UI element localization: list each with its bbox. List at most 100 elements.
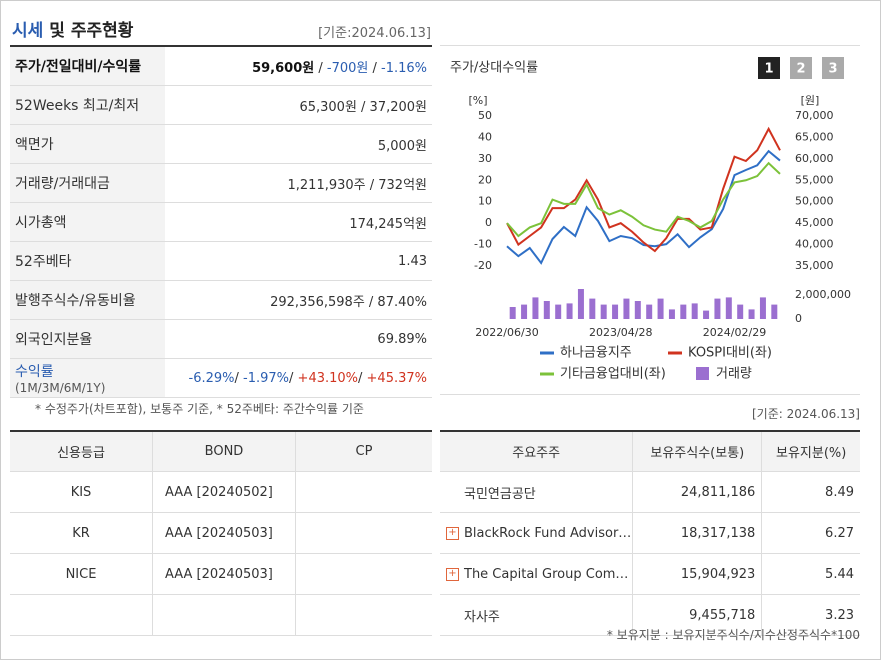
chart: 주가/상대수익률 [%] [원] 1 2 3 50 40 30 20 10 0 -10 -20 70,… — [450, 57, 851, 382]
y-tick-label: 30 — [478, 152, 492, 165]
value: -1.16% — [381, 60, 427, 76]
value: / — [314, 60, 327, 76]
volume-bar — [623, 298, 630, 319]
title-rest: 및 주주현황 — [49, 21, 134, 41]
holder-name: 국민연금공단 — [440, 471, 634, 513]
name: The Capital Group Com… — [464, 566, 629, 582]
volume-bar — [680, 304, 687, 319]
label-cell: 수익률 (1M/3M/6M/1Y) — [10, 358, 165, 398]
expand-icon[interactable]: + — [446, 567, 459, 581]
y-tick-label: 0 — [485, 216, 492, 229]
label-cell: 주가/전일대비/수익률 — [10, 46, 165, 86]
legend-label: 기타금융업대비(좌) — [560, 367, 666, 382]
volume-bar — [714, 298, 721, 319]
holder-table: 주요주주 보유주식수(보통) 보유지분(%) 국민연금공단 24,811,186 8.4… — [440, 430, 860, 636]
y-tick-label: -20 — [474, 259, 492, 272]
header-cell: 신용등급 — [10, 431, 153, 472]
page-button[interactable] — [758, 57, 780, 79]
label: 52주베타 — [15, 254, 72, 270]
label-note: (1M/3M/6M/1Y) — [15, 381, 106, 395]
value: +45.37% — [366, 370, 427, 386]
value-cell: 5,000원 — [165, 124, 432, 164]
y-tick-label: 50 — [478, 109, 492, 122]
volume-bar — [759, 297, 766, 319]
expand-icon[interactable]: + — [446, 526, 459, 540]
row: 거래량/거래대금 1,211,930주 / 732억원 — [10, 163, 432, 203]
value: / — [234, 370, 244, 386]
empty-cell — [152, 594, 296, 636]
header-cell: 보유주식수(보통) — [632, 431, 763, 472]
volume-bar — [600, 304, 607, 319]
row: 자사주 9,455,718 3.23 — [440, 594, 860, 636]
y-axis-label: [%] — [468, 94, 487, 107]
row: 52Weeks 최고/최저 65,300원 / 37,200원 — [10, 85, 432, 125]
value-cell: 65,300원 / 37,200원 — [165, 85, 432, 125]
value: +43.10% — [297, 370, 359, 386]
volume-bar — [657, 298, 664, 319]
volume-bar — [589, 298, 596, 319]
agency: NICE — [10, 553, 153, 595]
y2-tick-label: 70,000 — [795, 109, 834, 122]
row: 시가총액 174,245억원 — [10, 202, 432, 242]
row: NICE AAA [20240503] — [10, 553, 432, 595]
label: 주가/전일대비/수익률 — [15, 59, 142, 75]
label-cell: 거래량/거래대금 — [10, 163, 165, 203]
agency: KIS — [10, 471, 153, 513]
footnote: * 수정주가(차트포함), 보통주 기준, * 52주베타: 주간수익률 기준 — [35, 402, 364, 416]
header-cell: CP — [295, 431, 432, 472]
value: / — [358, 370, 367, 386]
value-cell: 69.89% — [165, 319, 432, 359]
label: 거래량/거래대금 — [15, 176, 110, 192]
y-tick-label: 20 — [478, 173, 492, 186]
x-tick-label: 2024/02/29 — [703, 326, 766, 339]
y2-tick-label: 65,000 — [795, 130, 834, 143]
bond-rating: AAA [20240503] — [152, 553, 296, 595]
row: KIS AAA [20240502] — [10, 471, 432, 513]
page-button-label[interactable]: 3 — [828, 62, 837, 77]
name: BlackRock Fund Advisor… — [464, 525, 632, 541]
legend-swatch — [696, 367, 709, 380]
label: 발행주식수/유동비율 — [15, 293, 136, 309]
empty-cell — [10, 594, 153, 636]
y-tick-label: 40 — [478, 130, 492, 143]
label: 외국인지분율 — [15, 332, 93, 348]
value: / — [289, 370, 298, 386]
value: -700원 — [326, 60, 369, 76]
label: 수익률 — [15, 364, 54, 380]
value: 5,000원 — [377, 138, 427, 154]
name: 국민연금공단 — [464, 486, 536, 502]
value: 1,211,930주 / 732억원 — [287, 177, 428, 193]
holder-name: + The Capital Group Com… — [440, 553, 634, 595]
series-line — [506, 161, 781, 238]
volume-bar — [646, 304, 653, 319]
value: 59,600원 — [252, 60, 315, 76]
label-cell: 발행주식수/유동비율 — [10, 280, 165, 320]
row: KR AAA [20240503] — [10, 512, 432, 554]
value-cell: 174,245억원 — [165, 202, 432, 242]
header-cell: 보유지분(%) — [761, 431, 860, 472]
volume-bar — [668, 309, 675, 319]
header-cell: 주요주주 — [440, 431, 634, 472]
date: [기준:2024.06.13] — [318, 26, 431, 41]
y-tick-label: 10 — [478, 195, 492, 208]
y2-tick-label: 50,000 — [795, 195, 834, 208]
row: + The Capital Group Com… 15,904,923 5.44 — [440, 553, 860, 595]
value: -6.29% — [188, 370, 235, 386]
footnote: * 보유지분 : 보유지분주식수/지수산정주식수*100 — [606, 628, 860, 642]
row: 액면가 5,000원 — [10, 124, 432, 164]
page-button-label[interactable]: 2 — [796, 62, 805, 77]
page-button[interactable] — [790, 57, 812, 79]
y2-tick-label: 55,000 — [795, 173, 834, 186]
holder-name: 자사주 — [440, 594, 634, 636]
label: 52Weeks 최고/최저 — [15, 98, 140, 114]
page-button-label[interactable]: 1 — [764, 62, 773, 77]
label: 시가총액 — [15, 215, 67, 231]
row: 외국인지분율 69.89% — [10, 319, 432, 359]
value: 65,300원 / 37,200원 — [299, 99, 427, 115]
stake: 8.49 — [761, 471, 860, 513]
value: 292,356,598주 / 87.40% — [270, 294, 427, 310]
volume-bar — [703, 310, 710, 319]
page-button[interactable] — [822, 57, 844, 79]
volume-bar — [543, 301, 550, 319]
